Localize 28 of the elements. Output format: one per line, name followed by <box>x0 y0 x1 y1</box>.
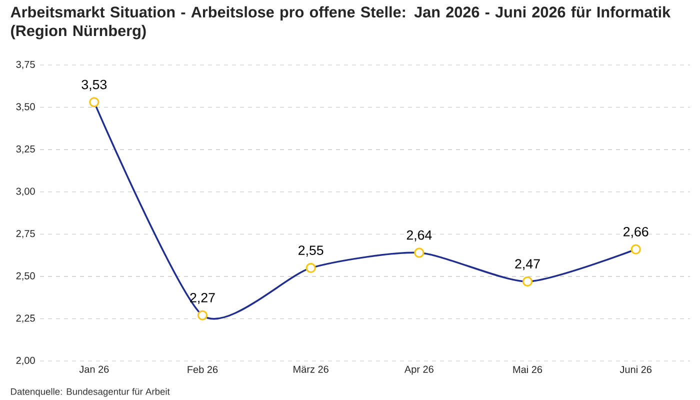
point <box>630 244 641 254</box>
y-tick-label: 2,25 <box>16 314 35 323</box>
data-label: 2,47 <box>515 259 540 270</box>
x-tick-label: Jan 26 <box>79 366 109 373</box>
point <box>197 310 208 320</box>
y-tick-label: 2,50 <box>16 272 35 281</box>
point <box>522 276 533 287</box>
text: Datenquelle: Bundesagentur für Arbeit <box>11 388 170 397</box>
chart-title: Arbeitsmarkt Situation - Arbeitslose pro offene Stelle: Jan 2026 - Juni 2026 für Informatik (Region Nürnberg) <box>10 6 671 40</box>
x-tick-label: März 26 <box>294 366 328 373</box>
x-tick-label: Mai 26 <box>513 366 542 374</box>
data-label: 2,64 <box>406 230 432 242</box>
data-label: 2,66 <box>624 226 648 238</box>
point <box>306 262 316 274</box>
y-tick-label: 3,75 <box>16 60 35 70</box>
x-tick-label: Juni 26 <box>620 366 652 374</box>
y-tick-label: 3,50 <box>16 103 35 112</box>
data-label: 2,27 <box>190 292 215 304</box>
x-tick-label: Feb 26 <box>188 366 218 374</box>
point <box>414 248 424 258</box>
y-tick-label: 3,25 <box>16 145 35 154</box>
y-tick-label: 3,00 <box>16 188 35 196</box>
y-tick-label: 2,75 <box>16 230 35 238</box>
data-label: 3,53 <box>82 80 107 91</box>
data-label: 2,55 <box>298 246 324 257</box>
y-tick-label: 2,00 <box>16 356 35 366</box>
x-tick-label: Apr 26 <box>404 366 434 375</box>
point <box>89 97 100 108</box>
